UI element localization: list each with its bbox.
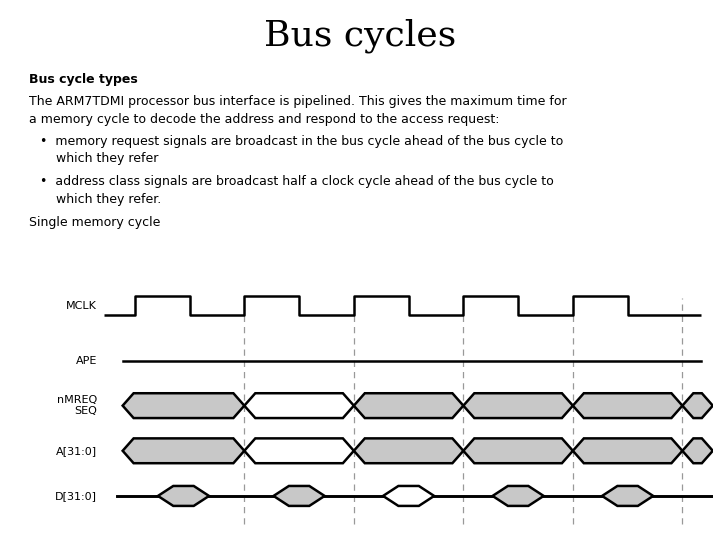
Polygon shape: [602, 486, 653, 506]
Polygon shape: [464, 393, 573, 418]
Text: nMREQ
SEQ: nMREQ SEQ: [57, 395, 97, 416]
Polygon shape: [354, 438, 464, 463]
Polygon shape: [573, 393, 683, 418]
Polygon shape: [492, 486, 544, 506]
Text: •  memory request signals are broadcast in the bus cycle ahead of the bus cycle : • memory request signals are broadcast i…: [40, 135, 563, 165]
Polygon shape: [122, 438, 244, 463]
Polygon shape: [244, 393, 354, 418]
Polygon shape: [383, 486, 434, 506]
Text: Bus cycle types: Bus cycle types: [29, 73, 138, 86]
Polygon shape: [464, 438, 573, 463]
Text: Bus cycles: Bus cycles: [264, 19, 456, 53]
Polygon shape: [354, 393, 464, 418]
Text: MCLK: MCLK: [66, 301, 97, 311]
Polygon shape: [683, 438, 713, 463]
Text: The ARM7TDMI processor bus interface is pipelined. This gives the maximum time f: The ARM7TDMI processor bus interface is …: [29, 94, 567, 125]
Text: D[31:0]: D[31:0]: [55, 491, 97, 501]
Polygon shape: [274, 486, 325, 506]
Text: APE: APE: [76, 355, 97, 366]
Polygon shape: [573, 438, 683, 463]
Polygon shape: [683, 393, 713, 418]
Text: •  address class signals are broadcast half a clock cycle ahead of the bus cycle: • address class signals are broadcast ha…: [40, 176, 554, 206]
Polygon shape: [158, 486, 209, 506]
Text: Single memory cycle: Single memory cycle: [29, 216, 160, 229]
Polygon shape: [122, 393, 244, 418]
Text: A[31:0]: A[31:0]: [56, 446, 97, 456]
Polygon shape: [244, 438, 354, 463]
